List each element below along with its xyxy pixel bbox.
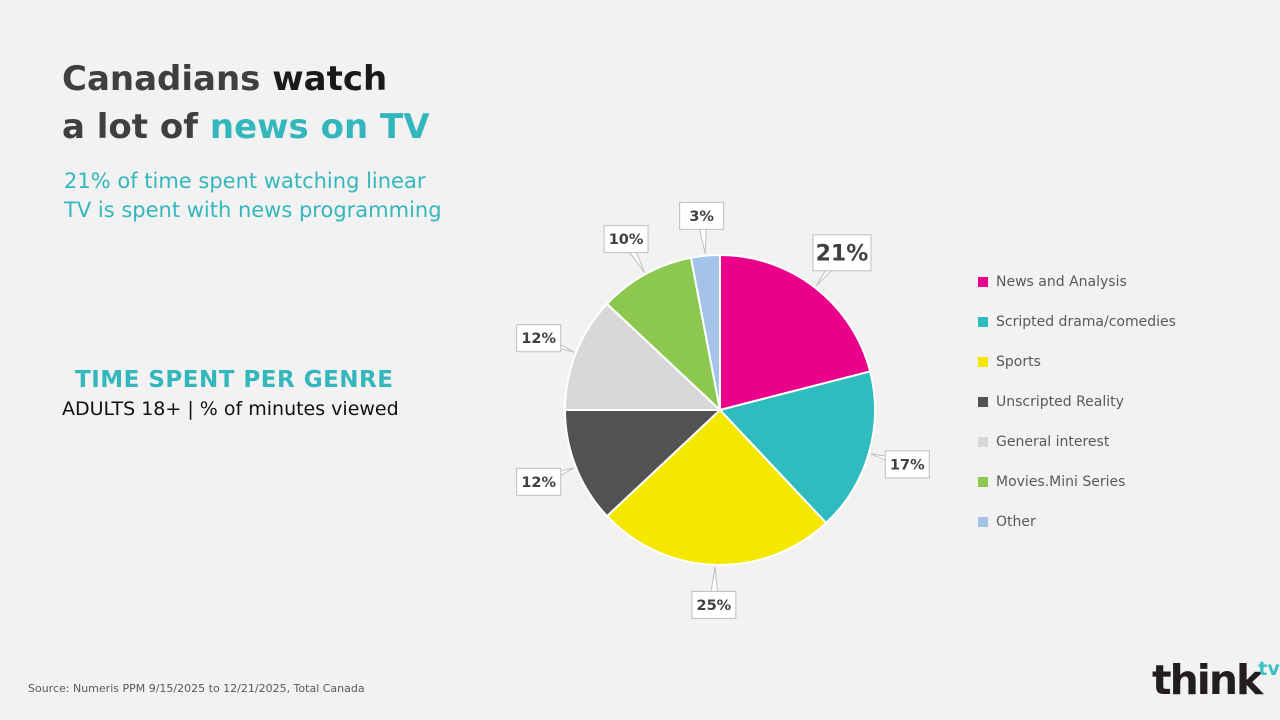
- data-label-value: 21%: [816, 241, 869, 266]
- legend-item-movies-mini-series: Movies.Mini Series: [978, 474, 1176, 490]
- chart-subtitle: ADULTS 18+ | % of minutes viewed: [62, 398, 399, 420]
- data-label-box: [691, 590, 737, 619]
- pie-slice-unscripted-reality: [564, 409, 721, 518]
- data-label-box: [516, 324, 562, 353]
- legend-marker-icon: [978, 517, 988, 527]
- pie-slice-sports: [606, 409, 828, 566]
- data-label-box: [679, 201, 725, 230]
- legend-marker-icon: [978, 317, 988, 327]
- legend-item-scripted-drama-comedies: Scripted drama/comedies: [978, 314, 1176, 330]
- legend-marker-icon: [978, 437, 988, 447]
- pie-slice-general-interest: [564, 302, 721, 411]
- legend-item-sports: Sports: [978, 354, 1176, 370]
- logo-text: think: [1152, 656, 1263, 704]
- thinktv-logo: thinktv: [1152, 656, 1280, 704]
- page-title: Canadians watch a lot of news on TV: [62, 55, 430, 151]
- source-note: Source: Numeris PPM 9/15/2025 to 12/21/2…: [28, 682, 365, 695]
- pie-chart: 21% 17% 25% 12% 12% 10% 3%: [516, 201, 930, 619]
- legend-label: Sports: [996, 354, 1041, 370]
- pie-slice-movies-mini-series: [606, 256, 721, 411]
- data-label-value: 25%: [697, 598, 732, 614]
- data-label-value: 10%: [609, 232, 644, 248]
- subtitle-line-2: TV is spent with news programming: [64, 198, 442, 222]
- legend-label: Unscripted Reality: [996, 394, 1124, 410]
- legend-item-unscripted-reality: Unscripted Reality: [978, 394, 1176, 410]
- data-label-value: 12%: [521, 475, 556, 491]
- legend-label: Scripted drama/comedies: [996, 314, 1176, 330]
- data-label-box: [884, 450, 930, 479]
- title-part-watch: watch: [272, 59, 388, 99]
- legend-label: News and Analysis: [996, 274, 1127, 290]
- title-part-a-lot-of: a lot of: [62, 107, 210, 147]
- legend-item-general-interest: General interest: [978, 434, 1176, 450]
- data-label-value: 17%: [890, 457, 925, 473]
- data-label-box: [603, 225, 649, 254]
- title-part-news-on-tv: news on TV: [209, 107, 430, 147]
- data-label-box: [516, 467, 562, 496]
- legend-marker-icon: [978, 397, 988, 407]
- legend-label: General interest: [996, 434, 1110, 450]
- subtitle-line-1: 21% of time spent watching linear: [64, 169, 426, 193]
- pie-slice-news-and-analysis: [719, 254, 872, 411]
- data-label-value: 3%: [689, 209, 714, 225]
- legend-marker-icon: [978, 477, 988, 487]
- subtitle: 21% of time spent watching linear TV is …: [64, 167, 442, 225]
- data-label-value: 12%: [521, 331, 556, 347]
- legend-label: Other: [996, 514, 1036, 530]
- legend-item-other: Other: [978, 514, 1176, 530]
- legend-item-news-and-analysis: News and Analysis: [978, 274, 1176, 290]
- chart-title: TIME SPENT PER GENRE: [75, 367, 394, 393]
- title-part-canadians: Canadians: [62, 59, 273, 99]
- data-label-box: [812, 234, 872, 272]
- pie-slice-other: [689, 254, 721, 411]
- legend-label: Movies.Mini Series: [996, 474, 1126, 490]
- chart-legend: News and Analysis Scripted drama/comedies…: [978, 274, 1176, 530]
- legend-marker-icon: [978, 357, 988, 367]
- pie-slice-scripted-drama-comedies: [719, 370, 876, 524]
- logo-tv-superscript: tv: [1258, 658, 1280, 680]
- legend-marker-icon: [978, 277, 988, 287]
